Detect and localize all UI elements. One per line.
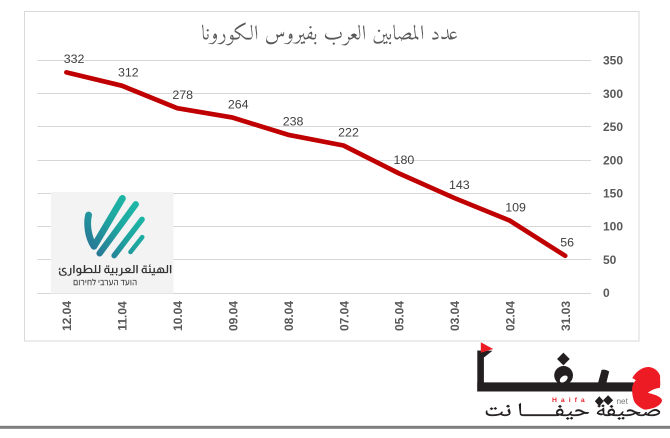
svg-text:12.04: 12.04: [60, 301, 74, 331]
svg-text:278: 278: [172, 88, 193, 102]
svg-text:100: 100: [603, 220, 623, 234]
svg-text:143: 143: [449, 178, 470, 192]
svg-text:02.04: 02.04: [504, 301, 518, 331]
svg-text:222: 222: [338, 125, 359, 139]
svg-text:Haifa: Haifa: [552, 397, 589, 404]
svg-text:350: 350: [603, 54, 623, 68]
svg-text:31.03: 31.03: [559, 301, 573, 331]
svg-text:180: 180: [394, 153, 415, 167]
svg-text:250: 250: [603, 120, 623, 134]
svg-text:238: 238: [283, 115, 304, 129]
svg-text:56: 56: [560, 236, 574, 250]
svg-text:09.04: 09.04: [227, 301, 241, 331]
svg-text:332: 332: [64, 52, 85, 66]
svg-text:07.04: 07.04: [337, 301, 351, 331]
svg-text:net: net: [617, 397, 629, 406]
svg-text:300: 300: [603, 87, 623, 101]
svg-text:150: 150: [603, 187, 623, 201]
svg-text:05.04: 05.04: [393, 301, 407, 331]
svg-text:08.04: 08.04: [282, 301, 296, 331]
svg-text:0: 0: [603, 286, 610, 300]
svg-text:312: 312: [118, 66, 139, 80]
svg-text:10.04: 10.04: [171, 301, 185, 331]
svg-text:11.04: 11.04: [116, 301, 130, 331]
svg-text:264: 264: [228, 97, 249, 111]
svg-text:50: 50: [603, 253, 617, 267]
svg-text:03.04: 03.04: [448, 301, 462, 331]
svg-text:109: 109: [505, 200, 526, 214]
svg-text:200: 200: [603, 153, 623, 167]
